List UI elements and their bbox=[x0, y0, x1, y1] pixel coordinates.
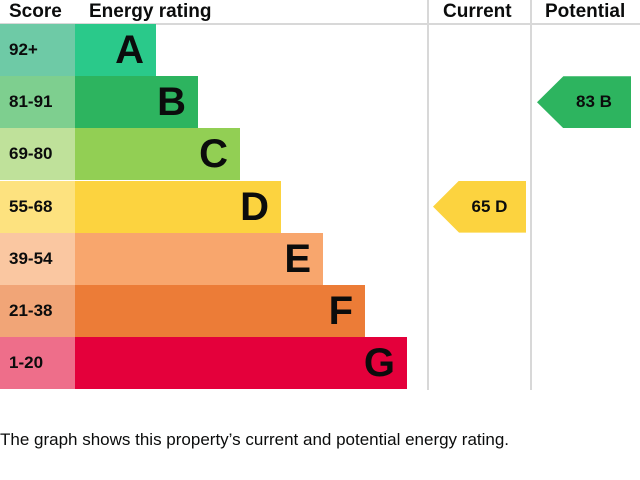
rating-bar-b: B bbox=[75, 76, 198, 129]
rating-bar-f: F bbox=[75, 285, 365, 337]
score-band-e: 39-54 bbox=[0, 232, 75, 285]
current-rating-arrow: 65 D bbox=[433, 180, 526, 233]
energy-rating-header: Energy rating bbox=[89, 1, 212, 22]
score-band-b: 81-91 bbox=[0, 76, 75, 129]
score-band-g: 1-20 bbox=[0, 337, 75, 390]
rating-bar-d: D bbox=[75, 180, 281, 233]
score-band-d: 55-68 bbox=[0, 180, 75, 233]
current-column-divider bbox=[427, 0, 429, 390]
score-band-f: 21-38 bbox=[0, 285, 75, 337]
score-header: Score bbox=[9, 1, 62, 22]
potential-column-divider bbox=[530, 0, 532, 390]
rating-bar-c: C bbox=[75, 128, 240, 181]
rating-bar-e: E bbox=[75, 232, 323, 285]
potential-header: Potential bbox=[545, 1, 626, 22]
score-band-c: 69-80 bbox=[0, 128, 75, 181]
potential-rating-arrow: 83 B bbox=[537, 76, 631, 129]
current-header: Current bbox=[443, 1, 512, 22]
rating-bar-g: G bbox=[75, 337, 407, 390]
score-band-a: 92+ bbox=[0, 24, 75, 76]
chart-caption: The graph shows this property’s current … bbox=[0, 430, 510, 449]
header-divider bbox=[0, 23, 640, 25]
rating-bar-a: A bbox=[75, 24, 156, 76]
